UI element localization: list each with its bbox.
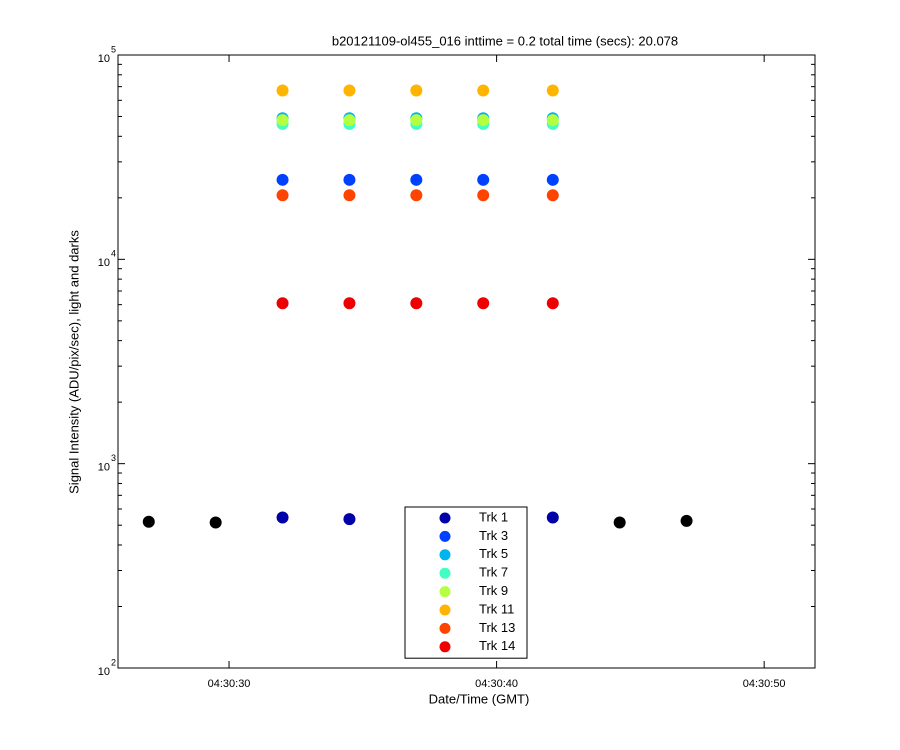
data-point (209, 516, 222, 529)
data-point (410, 173, 423, 186)
y-tick-exponent: 3 (111, 453, 116, 463)
data-point (343, 513, 356, 526)
legend-marker (439, 512, 451, 524)
legend-label: Trk 5 (479, 546, 508, 561)
data-point (477, 114, 490, 127)
data-point (477, 297, 490, 310)
x-tick-label: 04:30:30 (208, 678, 251, 690)
data-point (343, 297, 356, 310)
data-point (546, 511, 559, 524)
data-point (410, 114, 423, 127)
data-point (142, 515, 155, 528)
x-axis-label: Date/Time (GMT) (429, 691, 530, 706)
data-point (613, 516, 626, 529)
data-point (343, 189, 356, 202)
x-tick-label: 04:30:40 (475, 678, 518, 690)
legend-label: Trk 13 (479, 620, 515, 635)
legend-label: Trk 11 (479, 601, 514, 616)
legend-marker (439, 586, 451, 598)
data-point (276, 114, 289, 127)
y-tick-exponent: 4 (111, 249, 116, 259)
legend-marker (439, 604, 451, 616)
data-point (546, 84, 559, 97)
data-point (546, 173, 559, 186)
data-point (680, 514, 693, 527)
y-axis-label: Signal Intensity (ADU/pix/sec), light an… (66, 230, 81, 494)
legend-marker (439, 530, 451, 542)
y-tick-label: 10 (98, 257, 110, 269)
data-point (477, 84, 490, 97)
y-tick-label: 10 (98, 666, 110, 678)
legend-marker (439, 549, 451, 561)
legend-label: Trk 7 (479, 565, 508, 580)
data-point (343, 173, 356, 186)
data-point (276, 189, 289, 202)
data-point (410, 189, 423, 202)
data-point (546, 189, 559, 202)
y-tick-exponent: 2 (111, 657, 116, 667)
data-point (276, 511, 289, 524)
x-tick-label: 04:30:50 (743, 678, 786, 690)
legend-marker (439, 641, 451, 653)
data-point (276, 84, 289, 97)
data-point (546, 114, 559, 127)
legend-label: Trk 3 (479, 528, 508, 543)
data-point (410, 297, 423, 310)
legend-marker (439, 567, 451, 579)
data-point (410, 84, 423, 97)
plot-frame (117, 54, 816, 669)
data-point (477, 173, 490, 186)
data-point (276, 297, 289, 310)
legend-box (404, 506, 528, 659)
legend-label: Trk 9 (479, 583, 508, 598)
data-point (343, 114, 356, 127)
data-point (343, 84, 356, 97)
chart-title: b20121109-ol455_016 inttime = 0.2 total … (332, 33, 678, 48)
legend-label: Trk 1 (479, 509, 508, 524)
y-tick-label: 10 (98, 53, 110, 65)
y-tick-label: 10 (98, 462, 110, 474)
legend-marker (439, 622, 451, 634)
data-point (276, 173, 289, 186)
legend-label: Trk 14 (479, 638, 515, 653)
data-point (477, 189, 490, 202)
data-point (546, 297, 559, 310)
y-tick-exponent: 5 (111, 44, 116, 54)
